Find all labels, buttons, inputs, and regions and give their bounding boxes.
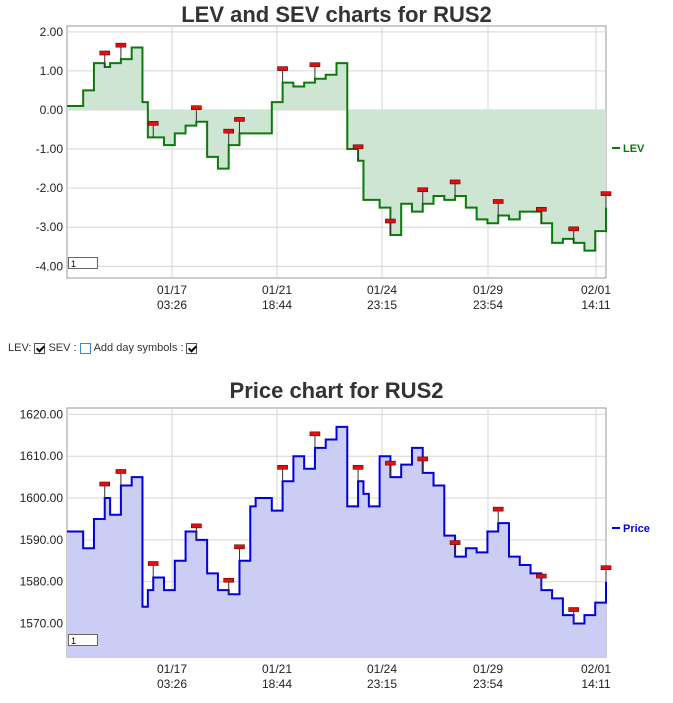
y-tick-label: -2.00	[36, 181, 64, 195]
x-tick-date: 01/21	[262, 283, 292, 297]
x-tick-time: 23:54	[473, 677, 503, 691]
day-symbol	[147, 121, 159, 126]
day-symbol	[600, 191, 612, 196]
day-symbol	[417, 456, 429, 462]
x-tick-time: 23:15	[367, 298, 397, 312]
price-chart-plot: 1620.00 1610.00 1600.00 1590.00 1580.00 1570.…	[20, 407, 650, 691]
lev-zoom-input[interactable]: 1	[68, 257, 98, 269]
price-chart-title: Price chart for RUS2	[229, 378, 444, 403]
series-line	[67, 46, 607, 252]
y-tick-label: -4.00	[36, 259, 64, 273]
x-tick-time: 18:44	[262, 677, 292, 691]
day-symbol	[115, 469, 127, 474]
day-symbol	[385, 460, 396, 466]
chart-options: LEV: SEV : Add day symbols :	[8, 342, 198, 354]
day-symbol	[449, 540, 461, 545]
day-symbol	[352, 144, 364, 150]
y-tick-label: 1.00	[40, 64, 64, 78]
series-area	[67, 426, 606, 657]
x-tick-date: 01/29	[473, 662, 503, 676]
x-tick-date: 02/01	[581, 662, 611, 676]
y-tick-label: 1600.00	[20, 491, 64, 505]
day-symbols-label: Add day symbols :	[93, 342, 184, 354]
y-tick-label: 2.00	[40, 25, 64, 39]
x-tick-time: 03:26	[157, 677, 187, 691]
x-tick-time: 23:15	[367, 677, 397, 691]
y-tick-label: 0.00	[40, 103, 64, 117]
series-line	[67, 425, 607, 625]
x-tick-time: 14:11	[581, 677, 610, 691]
y-tick-label: 1580.00	[20, 575, 64, 589]
lev-chart-title: LEV and SEV charts for RUS2	[181, 2, 492, 27]
x-tick-date: 01/29	[473, 283, 503, 297]
day-symbol	[352, 465, 364, 470]
day-symbol	[223, 577, 234, 583]
day-symbol	[277, 465, 288, 470]
y-tick-label: 1590.00	[20, 533, 64, 547]
day-symbols-checkbox[interactable]	[186, 342, 198, 354]
y-tick-label: 1610.00	[20, 449, 64, 463]
day-symbol	[115, 42, 127, 48]
day-symbol	[536, 573, 547, 579]
price-chart: Price chart for RUS2 1620.00 1610.00 1600.…	[0, 370, 673, 703]
lev-label: LEV:	[8, 342, 32, 354]
day-symbol	[492, 199, 504, 204]
sev-checkbox[interactable]	[79, 342, 91, 354]
x-tick-time: 23:54	[473, 298, 503, 312]
x-tick-date: 02/01	[581, 283, 611, 297]
legend-label: LEV	[623, 143, 645, 155]
day-symbol	[417, 187, 429, 193]
price-zoom-input[interactable]: 1	[68, 634, 98, 646]
x-tick-date: 01/21	[262, 662, 292, 676]
day-symbol	[191, 105, 202, 110]
sev-label: SEV :	[48, 342, 77, 354]
x-tick-time: 18:44	[262, 298, 292, 312]
day-symbol	[191, 523, 202, 529]
day-symbol	[309, 62, 321, 68]
day-symbol	[309, 431, 321, 437]
x-tick-time: 03:26	[157, 298, 187, 312]
x-tick-date: 01/24	[367, 283, 397, 297]
day-symbol	[147, 561, 159, 566]
day-symbol	[234, 544, 245, 550]
legend-label: Price	[623, 523, 650, 535]
day-symbol	[449, 179, 461, 185]
series-area	[67, 47, 606, 251]
x-tick-time: 14:11	[581, 298, 610, 312]
day-symbol	[600, 565, 612, 570]
day-symbol	[492, 506, 504, 512]
y-tick-label: -3.00	[36, 220, 64, 234]
day-symbol	[568, 226, 579, 232]
day-symbol	[234, 117, 245, 122]
day-symbol	[385, 218, 396, 224]
day-symbol	[99, 481, 111, 487]
day-symbol	[99, 50, 111, 56]
x-tick-date: 01/17	[157, 662, 187, 676]
day-symbol	[568, 607, 579, 612]
lev-checkbox[interactable]	[34, 342, 46, 354]
lev-chart: LEV and SEV charts for RUS2 2.00 1.00 0.00…	[0, 0, 673, 320]
x-tick-date: 01/24	[367, 662, 397, 676]
day-symbol	[536, 206, 547, 212]
y-tick-label: 1570.00	[20, 617, 64, 631]
lev-chart-plot: 2.00 1.00 0.00 -1.00 -2.00 -3.00 -4.00 01/1703:…	[36, 25, 645, 312]
day-symbol	[277, 66, 288, 71]
x-tick-date: 01/17	[157, 283, 187, 297]
y-tick-label: -1.00	[36, 142, 64, 156]
day-symbol	[223, 128, 234, 134]
y-tick-label: 1620.00	[20, 407, 64, 421]
